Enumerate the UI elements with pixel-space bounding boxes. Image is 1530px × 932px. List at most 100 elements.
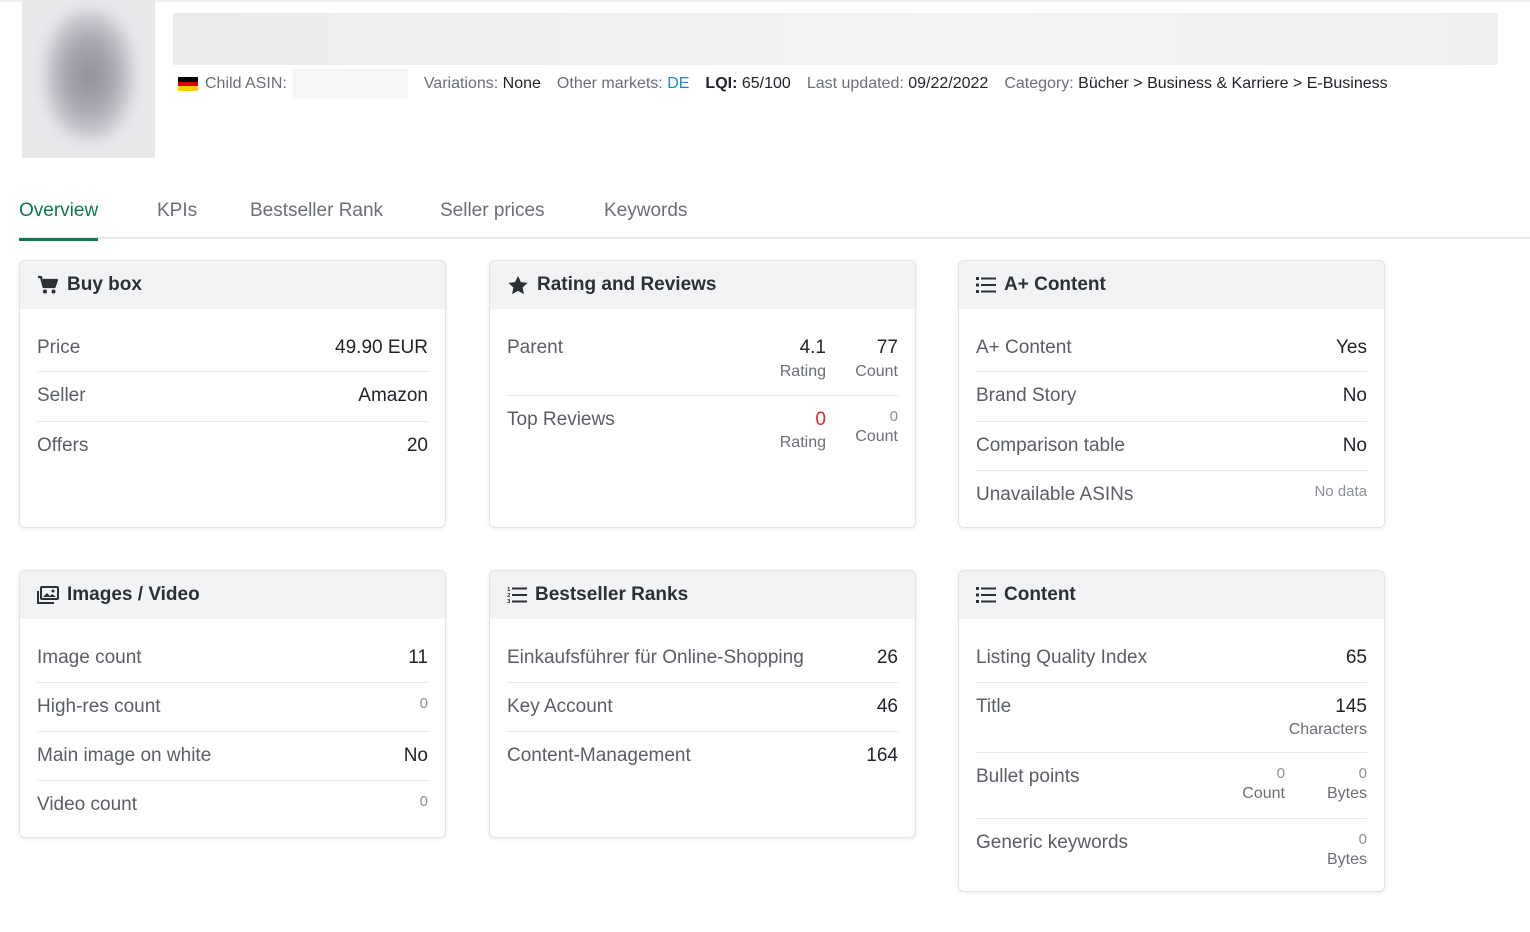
image-count-value: 11: [408, 647, 428, 668]
bsr-category-2-value: 46: [876, 696, 898, 717]
variations-value: None: [502, 75, 541, 92]
unavailable-asins-value: No data: [1314, 483, 1367, 500]
parent-label: Parent: [507, 337, 563, 358]
tab-bar: Overview KPIs Bestseller Rank Seller pri…: [19, 196, 1530, 241]
asin-value-redacted: [292, 69, 408, 99]
video-count-label: Video count: [37, 794, 138, 815]
generic-keywords-sub: Bytes: [1326, 851, 1367, 868]
numbered-list-icon: 123: [507, 587, 527, 604]
lqi-row-value: 65: [1345, 647, 1367, 668]
content-card: Content Listing Quality Index 65 Title 1…: [958, 570, 1385, 892]
generic-keywords-label: Generic keywords: [976, 832, 1129, 853]
reviews-row-top: Top Reviews 0 Rating 0 Count: [507, 396, 898, 476]
images-row-video: Video count 0: [37, 781, 428, 831]
buy-box-row-offers: Offers 20: [37, 422, 428, 472]
aplus-header: A+ Content: [959, 261, 1384, 309]
buy-box-row-price: Price 49.90 EUR: [37, 309, 428, 372]
images-card: Images / Video Image count 11 High-res c…: [19, 570, 446, 838]
buy-box-header: Buy box: [20, 261, 445, 309]
cart-icon: [38, 275, 59, 294]
top-divider: [0, 0, 1530, 2]
video-count-value: 0: [419, 793, 428, 810]
parent-rating-value: 4.1: [799, 337, 826, 358]
offers-label: Offers: [37, 435, 89, 456]
buy-box-card: Buy box Price 49.90 EUR Seller Amazon Of…: [19, 260, 446, 528]
bsr-category-3-value: 164: [866, 745, 898, 766]
bsr-category-1-value: 26: [876, 647, 898, 668]
images-row-highres: High-res count 0: [37, 683, 428, 732]
svg-text:3: 3: [507, 599, 511, 604]
bullets-bytes-sub: Bytes: [1326, 785, 1367, 802]
list-icon: [976, 277, 996, 293]
highres-label: High-res count: [37, 696, 161, 717]
tab-keywords[interactable]: Keywords: [604, 200, 688, 221]
images-icon: [37, 586, 59, 604]
main-white-value: No: [403, 745, 428, 766]
bullets-bytes-value: 0: [1358, 765, 1367, 782]
reviews-card: Rating and Reviews Parent 4.1 Rating 77 …: [489, 260, 916, 528]
bsr-category-3-label[interactable]: Content-Management: [507, 745, 691, 766]
market-de-link[interactable]: DE: [667, 75, 690, 92]
bsr-row-1: Einkaufsführer für Online-Shopping 26: [507, 619, 898, 683]
top-count-sub: Count: [855, 428, 898, 445]
list-icon: [976, 587, 996, 603]
top-rating-sub: Rating: [779, 434, 826, 451]
aplus-content-value: Yes: [1336, 337, 1367, 358]
buy-box-row-seller: Seller Amazon: [37, 372, 428, 422]
parent-rating-sub: Rating: [779, 363, 826, 380]
aplus-row-brand-story: Brand Story No: [976, 372, 1367, 422]
aplus-row-content: A+ Content Yes: [976, 309, 1367, 372]
price-label: Price: [37, 337, 81, 358]
reviews-row-parent: Parent 4.1 Rating 77 Count: [507, 309, 898, 396]
generic-keywords-value: 0: [1358, 831, 1367, 848]
bsr-row-2: Key Account 46: [507, 683, 898, 732]
content-row-bullets: Bullet points 0 Count 0 Bytes: [976, 753, 1367, 819]
images-title: Images / Video: [67, 584, 200, 605]
main-white-label: Main image on white: [37, 745, 212, 766]
highres-value: 0: [419, 695, 428, 712]
content-row-keywords: Generic keywords 0 Bytes: [976, 819, 1367, 879]
tab-seller-prices[interactable]: Seller prices: [440, 200, 545, 221]
bullets-count-value: 0: [1276, 765, 1285, 782]
images-header: Images / Video: [20, 571, 445, 619]
category-value: Bücher > Business & Karriere > E-Busines…: [1078, 75, 1388, 92]
updated-label: Last updated:: [806, 75, 904, 92]
tab-kpis[interactable]: KPIs: [157, 200, 198, 221]
aplus-title: A+ Content: [1004, 274, 1106, 295]
brand-story-label: Brand Story: [976, 385, 1077, 406]
updated-value: 09/22/2022: [908, 75, 989, 92]
aplus-row-unavailable: Unavailable ASINs No data: [976, 471, 1367, 521]
product-image[interactable]: [22, 0, 155, 158]
parent-count-sub: Count: [855, 363, 898, 380]
bsr-row-3: Content-Management 164: [507, 732, 898, 782]
variations-label: Variations:: [423, 75, 499, 92]
price-value: 49.90 EUR: [335, 337, 428, 358]
top-reviews-label: Top Reviews: [507, 409, 615, 430]
title-length-label: Title: [976, 696, 1012, 717]
offers-value: 20: [406, 435, 428, 456]
lqi-row-label: Listing Quality Index: [976, 647, 1148, 668]
product-meta-bar: Child ASIN: Variations: None Other marke…: [178, 69, 1388, 99]
content-row-title: Title 145 Characters: [976, 683, 1367, 753]
images-row-count: Image count 11: [37, 619, 428, 683]
tab-bestseller-rank[interactable]: Bestseller Rank: [250, 200, 384, 221]
svg-text:1: 1: [507, 587, 511, 593]
images-row-white: Main image on white No: [37, 732, 428, 781]
seller-label: Seller: [37, 385, 86, 406]
seller-value: Amazon: [358, 385, 428, 406]
aplus-row-comparison: Comparison table No: [976, 422, 1367, 471]
bullets-label: Bullet points: [976, 766, 1080, 787]
aplus-card: A+ Content A+ Content Yes Brand Story No…: [958, 260, 1385, 528]
content-row-lqi: Listing Quality Index 65: [976, 619, 1367, 683]
germany-flag-icon: [178, 77, 198, 91]
comparison-label: Comparison table: [976, 435, 1125, 456]
tab-overview[interactable]: Overview: [19, 196, 99, 241]
buy-box-title: Buy box: [67, 274, 142, 295]
aplus-content-label: A+ Content: [976, 337, 1072, 358]
title-length-value: 145: [1335, 696, 1367, 717]
bsr-category-2-label[interactable]: Key Account: [507, 696, 613, 717]
bsr-category-1-label[interactable]: Einkaufsführer für Online-Shopping: [507, 647, 804, 668]
lqi-value: 65/100: [741, 75, 791, 92]
